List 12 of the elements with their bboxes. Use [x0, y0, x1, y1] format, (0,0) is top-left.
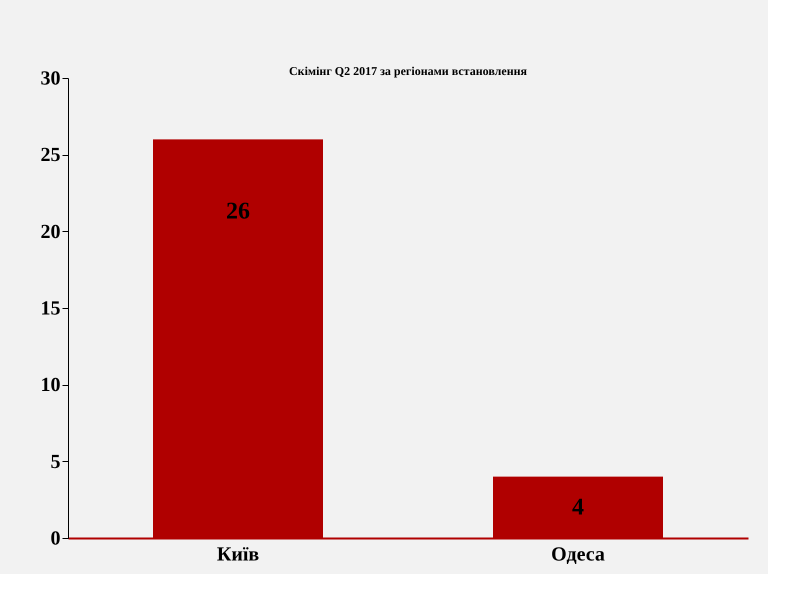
- y-tick-label: 30: [40, 68, 60, 90]
- x-tick-label: Одеса: [551, 544, 605, 566]
- y-tick-label: 20: [40, 220, 60, 243]
- y-tick-label: 0: [50, 528, 60, 550]
- x-tick-label: Київ: [216, 544, 260, 566]
- y-tick-label: 15: [40, 298, 60, 320]
- chart-title: Скімінг Q2 2017 за регіонами встановлення: [288, 64, 528, 78]
- data-label: 4: [572, 494, 584, 520]
- y-tick-label: 10: [40, 374, 60, 396]
- data-label: 26: [226, 198, 250, 224]
- y-tick-label: 5: [50, 450, 60, 473]
- y-tick-label: 25: [40, 144, 60, 166]
